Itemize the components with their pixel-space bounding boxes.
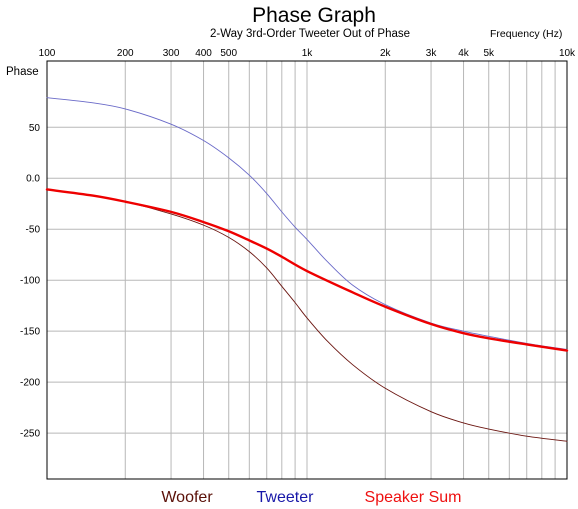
- legend-item-tweeter: Tweeter: [257, 489, 315, 506]
- x-tick-label: 400: [195, 48, 212, 59]
- x-tick-label: 4k: [458, 48, 470, 59]
- legend-item-woofer: Woofer: [161, 489, 213, 506]
- tick-labels: 100 200 300 400 500 1k 2k 3k 4k 5k 10k 50 0.0 -50 -100…: [20, 48, 576, 440]
- x-tick-label: 200: [117, 48, 134, 59]
- grid: [47, 61, 567, 479]
- chart-subtitle: 2-Way 3rd-Order Tweeter Out of Phase: [210, 28, 410, 40]
- y-tick-label: -50: [26, 225, 41, 236]
- tweeter-line: [46, 97, 568, 350]
- y-tick-label: -200: [20, 378, 40, 389]
- y-tick-label: 50: [29, 123, 41, 134]
- woofer-line: [46, 189, 568, 442]
- x-axis-label: Frequency (Hz): [490, 28, 562, 40]
- y-axis-label: Phase: [6, 66, 39, 78]
- x-tick-label: 2k: [380, 48, 392, 59]
- x-tick-label: 1k: [302, 48, 314, 59]
- x-tick-label: 10k: [559, 48, 576, 59]
- legend: Woofer Tweeter Speaker Sum: [161, 489, 461, 506]
- series-lines: [45, 97, 569, 442]
- plot-frame: [46, 60, 568, 480]
- legend-item-speaker-sum: Speaker Sum: [365, 489, 462, 506]
- y-tick-label: -100: [20, 276, 40, 287]
- x-tick-label: 5k: [483, 48, 495, 59]
- y-tick-label: -250: [20, 429, 40, 440]
- x-tick-label: 100: [39, 48, 56, 59]
- x-tick-label: 300: [163, 48, 180, 59]
- chart-title: Phase Graph: [252, 4, 376, 27]
- y-tick-label: -150: [20, 327, 40, 338]
- x-tick-label: 3k: [426, 48, 438, 59]
- speaker-sum-line: [45, 188, 569, 352]
- y-tick-label: 0.0: [26, 174, 40, 185]
- x-tick-label: 500: [220, 48, 237, 59]
